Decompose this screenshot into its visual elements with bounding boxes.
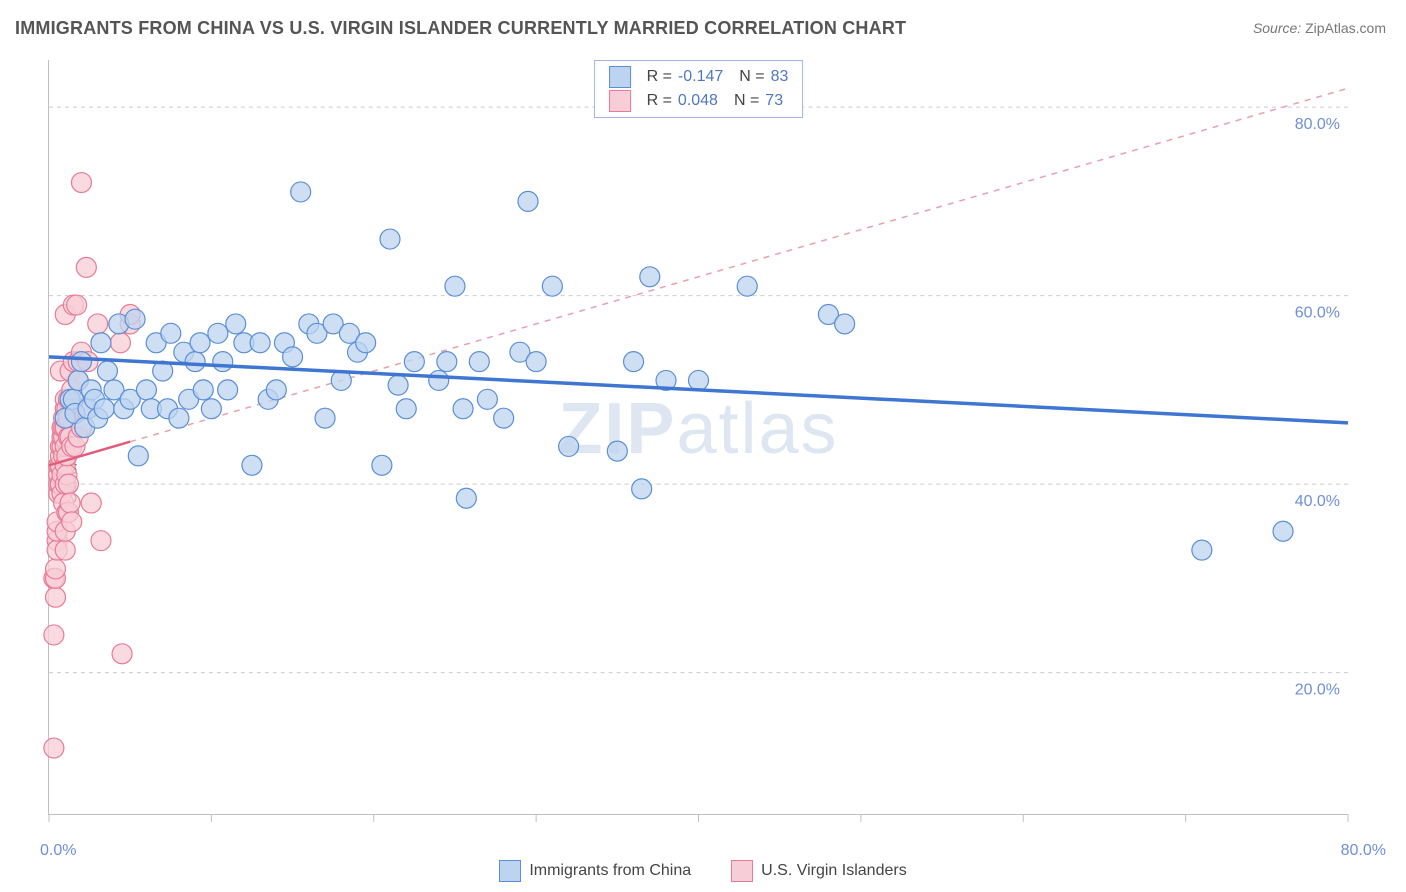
x-axis-max-label: 80.0% [1341,842,1386,860]
stat-n-usvi: 73 [765,92,783,110]
svg-text:60.0%: 60.0% [1295,305,1340,322]
source-label: Source: [1253,20,1301,36]
svg-text:20.0%: 20.0% [1295,682,1340,699]
stat-r-usvi: 0.048 [678,92,718,110]
swatch-blue-icon [609,66,631,88]
chart-svg: 20.0% 40.0% 60.0% 80.0% [49,60,1348,814]
x-axis-origin-label: 0.0% [40,842,76,860]
chart-container: IMMIGRANTS FROM CHINA VS U.S. VIRGIN ISL… [0,0,1406,892]
legend-item-china: Immigrants from China [499,860,691,882]
swatch-blue-icon [499,860,521,882]
stat-n-label: N = [734,92,759,110]
stat-n-china: 83 [771,68,789,86]
source-value: ZipAtlas.com [1305,20,1386,36]
legend-item-usvi: U.S. Virgin Islanders [731,860,907,882]
stats-legend-box: R = -0.147 N = 83 R = 0.048 N = 73 [594,60,804,118]
legend-label-usvi: U.S. Virgin Islanders [761,862,907,880]
svg-text:40.0%: 40.0% [1295,493,1340,510]
legend-label-china: Immigrants from China [529,862,691,880]
stat-n-label: N = [739,68,764,86]
svg-text:80.0%: 80.0% [1295,116,1340,133]
bottom-legend: Immigrants from China U.S. Virgin Island… [0,860,1406,882]
chart-title: IMMIGRANTS FROM CHINA VS U.S. VIRGIN ISL… [15,18,906,39]
stat-r-china: -0.147 [678,68,723,86]
swatch-pink-icon [731,860,753,882]
swatch-pink-icon [609,90,631,112]
stat-r-label: R = [647,92,672,110]
plot-area: ZIPatlas 20.0%40.0%60.0%80.0% R = -0.147… [48,60,1348,815]
stats-row-china: R = -0.147 N = 83 [609,65,789,89]
source-attribution: Source: ZipAtlas.com [1253,20,1386,36]
stats-row-usvi: R = 0.048 N = 73 [609,89,789,113]
stat-r-label: R = [647,68,672,86]
